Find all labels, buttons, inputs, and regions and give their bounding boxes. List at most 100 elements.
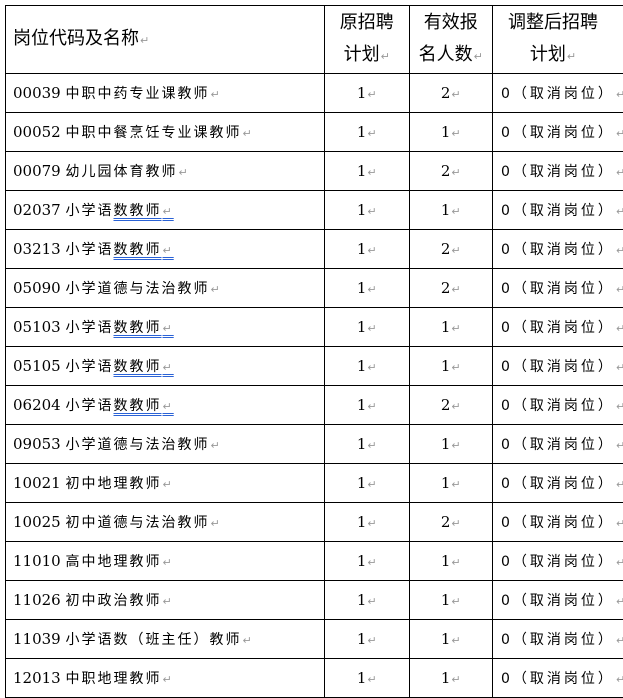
adjusted-plan-value: 0（取消岗位）	[501, 164, 623, 180]
table-row: 02037 小学语数教师 1 1 0（取消岗位）	[5, 190, 623, 230]
original-plan-value: 1	[357, 669, 377, 687]
position-cell: 05105 小学语数教师	[5, 346, 325, 386]
applicants-cell: 2	[408, 502, 494, 542]
adjusted-plan-cell: 0（取消岗位）	[492, 346, 623, 386]
position-name: 小学道德与法治教师	[66, 437, 222, 453]
position-name: 小学语数教师	[66, 320, 174, 336]
applicants-cell: 1	[408, 463, 494, 503]
table-row: 09053 小学道德与法治教师 1 1 0（取消岗位）	[5, 424, 623, 464]
table-row: 10025 初中道德与法治教师 1 2 0（取消岗位）	[5, 502, 623, 542]
applicants-value: 2	[441, 162, 461, 180]
table-row: 11010 高中地理教师 1 1 0（取消岗位）	[5, 541, 623, 581]
applicants-value: 1	[441, 591, 461, 609]
position-code: 02037	[13, 201, 61, 219]
adjusted-plan-cell: 0（取消岗位）	[492, 580, 623, 620]
table-row: 05105 小学语数教师 1 1 0（取消岗位）	[5, 346, 623, 386]
position-code: 05090	[13, 279, 61, 297]
table-row: 00039 中职中药专业课教师 1 2 0（取消岗位）	[5, 73, 623, 113]
applicants-cell: 1	[408, 307, 494, 347]
applicants-value: 1	[441, 435, 461, 453]
applicants-cell: 1	[408, 619, 494, 659]
position-code: 11039	[13, 630, 61, 648]
original-plan-cell: 1	[323, 580, 410, 620]
adjusted-plan-value: 0（取消岗位）	[501, 437, 623, 453]
header-applicants-line1: 有效报	[423, 11, 478, 33]
original-plan-cell: 1	[323, 190, 410, 230]
adjusted-plan-cell: 0（取消岗位）	[492, 424, 623, 464]
applicants-cell: 2	[408, 229, 494, 269]
header-original-plan: 原招聘 计划	[323, 5, 410, 74]
position-name-text: 中职中药专业课教师	[66, 86, 222, 102]
adjusted-plan-cell: 0（取消岗位）	[492, 112, 623, 152]
adjusted-plan-cell: 0（取消岗位）	[492, 268, 623, 308]
position-code: 10021	[13, 474, 61, 492]
position-cell: 00039 中职中药专业课教师	[5, 73, 325, 113]
header-applicants-line2: 名人数	[419, 44, 483, 65]
header-adjusted-plan-line1: 调整后招聘	[508, 11, 599, 33]
header-original-plan-line1: 原招聘	[339, 11, 394, 33]
adjusted-plan-value: 0（取消岗位）	[501, 476, 623, 492]
adjusted-plan-value: 0（取消岗位）	[501, 359, 623, 375]
position-name: 初中道德与法治教师	[66, 515, 222, 531]
adjusted-plan-cell: 0（取消岗位）	[492, 307, 623, 347]
position-code: 00052	[13, 123, 61, 141]
position-name-underlined: 数教师	[114, 398, 174, 414]
adjusted-plan-value: 0（取消岗位）	[501, 242, 623, 258]
adjusted-plan-cell: 0（取消岗位）	[492, 73, 623, 113]
position-code: 06204	[13, 396, 61, 414]
applicants-value: 1	[441, 357, 461, 375]
original-plan-value: 1	[357, 201, 377, 219]
table-row: 12013 中职地理教师 1 1 0（取消岗位）	[5, 658, 623, 698]
original-plan-cell: 1	[323, 229, 410, 269]
original-plan-cell: 1	[323, 268, 410, 308]
adjusted-plan-value: 0（取消岗位）	[501, 632, 623, 648]
adjusted-plan-value: 0（取消岗位）	[501, 125, 623, 141]
original-plan-cell: 1	[323, 502, 410, 542]
applicants-value: 1	[441, 123, 461, 141]
position-name-text: 小学语数（班主任）教师	[66, 632, 254, 648]
adjusted-plan-value: 0（取消岗位）	[501, 398, 623, 414]
position-code: 05105	[13, 357, 61, 375]
position-name-text: 高中地理教师	[66, 554, 174, 570]
position-cell: 11039 小学语数（班主任）教师	[5, 619, 325, 659]
position-name: 幼儿园体育教师	[66, 164, 190, 180]
original-plan-cell: 1	[323, 112, 410, 152]
adjusted-plan-cell: 0（取消岗位）	[492, 151, 623, 191]
adjusted-plan-cell: 0（取消岗位）	[492, 658, 623, 698]
position-name-text: 小学语	[65, 359, 114, 375]
position-name: 小学语数教师	[66, 242, 174, 258]
applicants-cell: 1	[408, 112, 494, 152]
table-row: 10021 初中地理教师 1 1 0（取消岗位）	[5, 463, 623, 503]
applicants-cell: 2	[408, 385, 494, 425]
position-name-text: 小学语	[65, 203, 114, 219]
position-name: 小学道德与法治教师	[66, 281, 222, 297]
position-name: 小学语数（班主任）教师	[66, 632, 254, 648]
header-position-label: 岗位代码及名称	[13, 28, 149, 49]
original-plan-cell: 1	[323, 73, 410, 113]
applicants-cell: 2	[408, 268, 494, 308]
position-cell: 11026 初中政治教师	[5, 580, 325, 620]
position-name-text: 初中地理教师	[66, 476, 174, 492]
position-cell: 00052 中职中餐烹饪专业课教师	[5, 112, 325, 152]
position-name-text: 小学语	[65, 242, 114, 258]
original-plan-cell: 1	[323, 463, 410, 503]
original-plan-cell: 1	[323, 307, 410, 347]
position-cell: 00079 幼儿园体育教师	[5, 151, 325, 191]
adjusted-plan-value: 0（取消岗位）	[501, 281, 623, 297]
adjusted-plan-cell: 0（取消岗位）	[492, 463, 623, 503]
original-plan-cell: 1	[323, 619, 410, 659]
table-row: 05103 小学语数教师 1 1 0（取消岗位）	[5, 307, 623, 347]
position-name-text: 初中政治教师	[66, 593, 174, 609]
position-code: 05103	[13, 318, 61, 336]
adjusted-plan-value: 0（取消岗位）	[501, 320, 623, 336]
original-plan-value: 1	[357, 240, 377, 258]
applicants-value: 2	[441, 240, 461, 258]
position-code: 03213	[13, 240, 61, 258]
original-plan-value: 1	[357, 162, 377, 180]
original-plan-value: 1	[357, 357, 377, 375]
original-plan-value: 1	[357, 474, 377, 492]
position-name: 中职地理教师	[66, 671, 174, 687]
position-cell: 11010 高中地理教师	[5, 541, 325, 581]
position-name-underlined: 数教师	[114, 320, 174, 336]
